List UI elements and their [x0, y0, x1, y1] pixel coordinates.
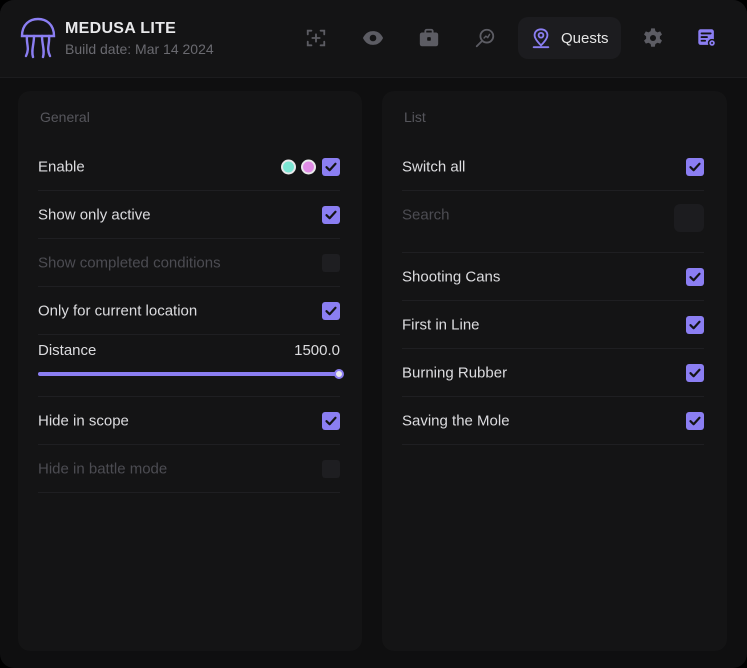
hide-in-battle-checkbox[interactable]: [322, 459, 340, 478]
list-item-label: Shooting Cans: [402, 268, 501, 285]
search-input[interactable]: Search: [402, 206, 450, 224]
checkmark-icon: [689, 162, 701, 171]
list-item-checkbox[interactable]: [686, 267, 704, 286]
nav-crosshair-button[interactable]: [295, 17, 337, 59]
gear-icon: [644, 28, 662, 47]
checkmark-icon: [689, 272, 701, 281]
hide-in-scope-label: Hide in scope: [38, 412, 129, 429]
list-item: Shooting Cans: [402, 253, 704, 301]
nav-briefcase-button[interactable]: [408, 17, 450, 59]
list-item-checkbox[interactable]: [686, 363, 704, 382]
list-item-label: Burning Rubber: [402, 364, 508, 381]
build-date: Build date: Mar 14 2024: [65, 41, 214, 57]
checkmark-icon: [325, 416, 337, 425]
list-item-label: First in Line: [402, 316, 480, 333]
nav-eye-button[interactable]: [352, 17, 394, 59]
list-panel-title: List: [404, 109, 426, 125]
general-panel: General Enable Show only active Show com…: [18, 91, 362, 651]
switch-all-row: Switch all: [402, 143, 704, 191]
jellyfish-logo-icon: [20, 17, 56, 59]
show-only-active-row: Show only active: [38, 191, 340, 239]
switch-all-checkbox[interactable]: [686, 157, 704, 176]
enable-label: Enable: [38, 158, 85, 175]
only-current-location-label: Only for current location: [38, 302, 198, 319]
nav-quests-label: Quests: [561, 29, 609, 47]
app-title: MEDUSA LITE: [65, 20, 177, 37]
nav-quests-button[interactable]: Quests: [518, 17, 621, 59]
checkmark-icon: [325, 210, 337, 219]
enable-color-pink[interactable]: [301, 159, 316, 174]
list-item-checkbox[interactable]: [686, 315, 704, 334]
list-panel: List Switch all Search Shooting Cans Fir…: [382, 91, 727, 651]
general-panel-title: General: [40, 109, 90, 125]
show-only-active-checkbox[interactable]: [322, 205, 340, 224]
eye-icon: [362, 31, 384, 45]
distance-label: Distance: [38, 342, 97, 359]
hide-in-battle-row: Hide in battle mode: [38, 445, 340, 493]
only-current-location-row: Only for current location: [38, 287, 340, 335]
enable-color-teal[interactable]: [281, 159, 296, 174]
show-completed-label: Show completed conditions: [38, 254, 221, 271]
distance-row: Distance 1500.0: [38, 335, 344, 397]
nav-config-button[interactable]: [686, 17, 728, 59]
list-item-label: Saving the Mole: [402, 412, 510, 429]
briefcase-icon: [419, 28, 439, 47]
checkmark-icon: [689, 416, 701, 425]
show-completed-checkbox[interactable]: [322, 253, 340, 272]
show-completed-row: Show completed conditions: [38, 239, 340, 287]
search-chart-icon: [475, 28, 495, 48]
enable-checkbox[interactable]: [322, 157, 340, 176]
settings-list-icon: [698, 29, 717, 48]
checkmark-icon: [325, 306, 337, 315]
enable-row: Enable: [38, 143, 340, 191]
only-current-location-checkbox[interactable]: [322, 301, 340, 320]
checkmark-icon: [689, 368, 701, 377]
hide-in-scope-row: Hide in scope: [38, 397, 340, 445]
nav-settings-button[interactable]: [632, 17, 674, 59]
nav-search-chart-button[interactable]: [464, 17, 506, 59]
location-pin-icon: [532, 28, 550, 49]
checkmark-icon: [689, 320, 701, 329]
checkmark-icon: [325, 162, 337, 171]
search-clear-box[interactable]: [674, 204, 704, 232]
list-item: Burning Rubber: [402, 349, 704, 397]
hide-in-scope-checkbox[interactable]: [322, 411, 340, 430]
list-item-checkbox[interactable]: [686, 411, 704, 430]
list-item: Saving the Mole: [402, 397, 704, 445]
distance-slider-track[interactable]: [38, 372, 340, 376]
distance-value: 1500.0: [294, 342, 340, 359]
crosshair-icon: [306, 29, 326, 47]
search-row: Search: [402, 191, 704, 253]
distance-slider-handle[interactable]: [334, 369, 344, 379]
hide-in-battle-label: Hide in battle mode: [38, 460, 168, 477]
switch-all-label: Switch all: [402, 158, 466, 175]
header-bar: MEDUSA LITE Build date: Mar 14 2024: [0, 0, 747, 78]
show-only-active-label: Show only active: [38, 206, 151, 223]
list-item: First in Line: [402, 301, 704, 349]
